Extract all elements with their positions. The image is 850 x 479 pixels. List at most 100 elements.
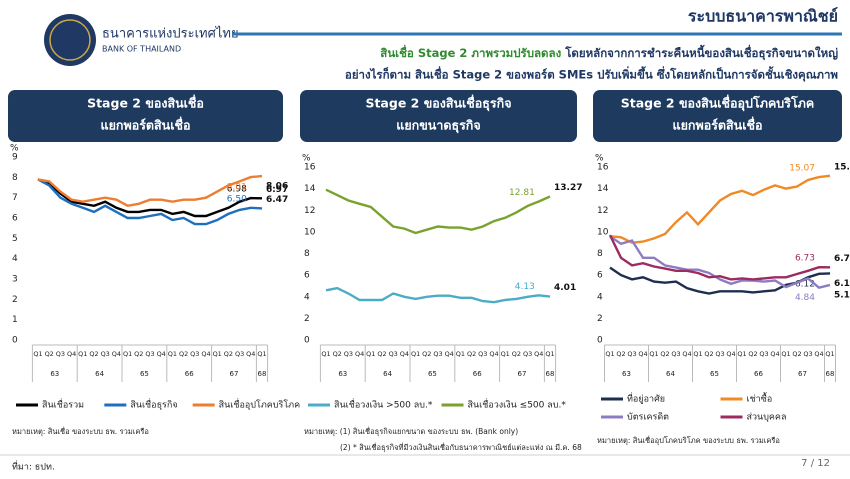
data-label: 13.27: [554, 183, 582, 193]
y-tick-label: 8: [12, 173, 18, 183]
x-tick-label: Q2: [179, 350, 188, 358]
x-tick-label: Q2: [704, 350, 713, 358]
y-axis-label: %: [595, 154, 604, 164]
y-tick-label: 4: [304, 292, 310, 302]
data-label: 15.07: [789, 164, 815, 174]
x-tick-label: Q3: [715, 350, 724, 358]
logo: [44, 14, 96, 66]
y-tick-label: 16: [597, 163, 609, 173]
chart-header: [8, 90, 283, 142]
legend-label: เช่าซื้อ: [747, 392, 773, 405]
x-tick-label: Q1: [411, 350, 420, 358]
x-tick-label: Q1: [456, 350, 465, 358]
data-label: 15.19: [834, 162, 850, 172]
y-tick-label: 6: [12, 214, 18, 224]
x-tick-label: Q4: [246, 350, 255, 358]
legend-label: สินเชื่อธุรกิจ: [130, 398, 177, 411]
year-label: 68: [826, 370, 835, 378]
series-line: [609, 174, 831, 244]
legend-label: สินเชื่ออุปโภคบริโภค: [219, 398, 300, 411]
x-tick-label: Q3: [478, 350, 487, 358]
year-label: 64: [666, 370, 675, 378]
x-tick-label: Q3: [344, 350, 353, 358]
x-tick-label: Q4: [201, 350, 210, 358]
summary-line2: อย่างไรก็ตาม สินเชื่อ Stage 2 ของพอร์ต S…: [345, 66, 838, 83]
year-label: 65: [710, 370, 719, 378]
summary-text: โดยหลักจากการชำระคืนหนี้ของสินเชื่อธุรกิ…: [561, 44, 838, 61]
x-tick-label: Q4: [157, 350, 166, 358]
chart-title: Stage 2 ของสินเชื่อธุรกิจ: [365, 95, 511, 112]
y-tick-label: 10: [304, 227, 316, 237]
y-tick-label: 2: [597, 314, 603, 324]
org-en: BANK OF THAILAND: [102, 45, 181, 54]
source: ที่มา: ธปท.: [12, 460, 55, 473]
x-tick-label: Q1: [213, 350, 222, 358]
x-tick-label: Q3: [523, 350, 532, 358]
year-label: 66: [754, 370, 763, 378]
x-tick-label: Q3: [671, 350, 680, 358]
x-tick-label: Q4: [112, 350, 121, 358]
chart-header: [300, 90, 577, 142]
legend-label: สินเชื่อรวม: [42, 398, 84, 411]
chart-title: Stage 2 ของสินเชื่ออุปโภคบริโภค: [621, 95, 815, 112]
data-label: 6.50: [227, 194, 247, 204]
x-tick-label: Q4: [355, 350, 364, 358]
x-tick-label: Q4: [638, 350, 647, 358]
chart-title: แยกพอร์ตสินเชื่อ: [673, 117, 763, 133]
year-label: 68: [258, 370, 267, 378]
x-tick-label: Q1: [33, 350, 42, 358]
x-tick-label: Q1: [321, 350, 330, 358]
data-label: 8.01: [227, 183, 247, 193]
x-tick-label: Q2: [512, 350, 521, 358]
y-tick-label: 4: [597, 292, 603, 302]
data-label: 6.47: [266, 195, 288, 205]
data-label: 6.16: [834, 279, 850, 289]
year-label: 63: [50, 370, 59, 378]
data-label: 6.72: [834, 254, 850, 264]
x-tick-label: Q4: [770, 350, 779, 358]
x-tick-label: Q2: [224, 350, 233, 358]
data-label: 6.12: [795, 279, 815, 289]
org-th: ธนาคารแห่งประเทศไทย: [102, 26, 239, 42]
data-label: 4.13: [515, 282, 535, 292]
y-tick-label: 8: [304, 249, 310, 259]
page-title: ระบบธนาคารพาณิชย์: [688, 7, 838, 26]
y-tick-label: 8: [597, 249, 603, 259]
year-label: 64: [95, 370, 104, 378]
y-tick-label: 6: [304, 271, 310, 281]
x-tick-label: Q3: [389, 350, 398, 358]
x-tick-label: Q1: [168, 350, 177, 358]
x-tick-label: Q3: [145, 350, 154, 358]
x-tick-label: Q3: [803, 350, 812, 358]
logo-ring: [49, 19, 91, 61]
series-line: [609, 235, 831, 290]
y-tick-label: 2: [304, 314, 310, 324]
y-tick-label: 6: [597, 271, 603, 281]
x-tick-label: Q4: [814, 350, 823, 358]
year-label: 67: [230, 370, 239, 378]
summary-highlight: สินเชื่อ Stage 2 ภาพรวมปรับลดลง: [380, 44, 561, 60]
legend-label: ส่วนบุคคล: [747, 413, 787, 423]
year-label: 65: [140, 370, 149, 378]
series-line: [37, 178, 263, 218]
chart-header: [593, 90, 842, 142]
series-line: [37, 174, 263, 208]
x-tick-label: Q3: [627, 350, 636, 358]
x-tick-label: Q4: [682, 350, 691, 358]
chart-title: แยกขนาดธุรกิจ: [396, 118, 480, 134]
x-tick-label: Q2: [748, 350, 757, 358]
y-tick-label: 4: [12, 254, 18, 264]
data-label: 8.06: [266, 182, 288, 192]
x-tick-label: Q3: [56, 350, 65, 358]
x-tick-label: Q1: [78, 350, 87, 358]
y-tick-label: 12: [597, 206, 608, 216]
data-label: 6.73: [795, 254, 815, 264]
x-tick-label: Q4: [534, 350, 543, 358]
legend-label: ที่อยู่อาศัย: [627, 392, 665, 405]
y-tick-label: 16: [304, 163, 316, 173]
y-tick-label: 9: [12, 153, 18, 163]
x-tick-label: Q1: [123, 350, 132, 358]
x-tick-label: Q2: [792, 350, 801, 358]
